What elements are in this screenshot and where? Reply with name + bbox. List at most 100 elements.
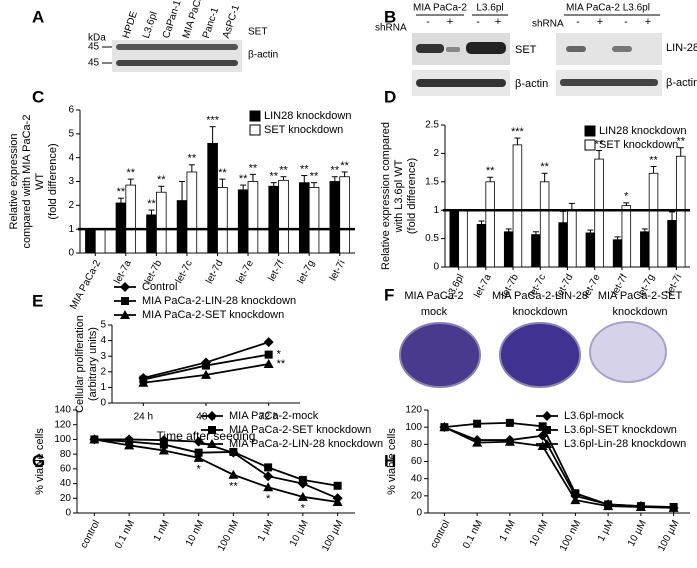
marker: [543, 426, 551, 434]
x-tick-label: 100 nM: [216, 518, 241, 553]
bar: [237, 189, 249, 254]
x-tick-label: let-7a: [472, 272, 494, 300]
y-tick-label: 3: [68, 176, 74, 187]
x-tick-label: 10 µM: [626, 518, 649, 548]
bar: [675, 155, 686, 268]
significance: **: [595, 138, 604, 150]
marker: [473, 419, 482, 428]
bar: [278, 179, 289, 254]
line: [444, 421, 674, 508]
error-bar: [560, 210, 567, 223]
significance: **: [229, 481, 238, 493]
blot-band: [116, 44, 238, 50]
plate: [499, 322, 581, 388]
x-tick-label: 10 µM: [288, 518, 311, 548]
plate-label: knockdown: [612, 306, 667, 318]
y-tick-label: 120: [54, 419, 71, 430]
lane-sign: +: [645, 16, 651, 28]
bar: [567, 209, 577, 268]
marker: [121, 297, 129, 305]
legend-label: LIN28 knockdown: [264, 110, 351, 122]
x-tick-label: let-7i: [328, 258, 348, 282]
y-tick-label: 100: [405, 422, 422, 433]
error-bar: [179, 181, 186, 201]
y-axis-label: % viable cells: [386, 428, 398, 495]
lane-sign: -: [476, 16, 480, 28]
error-bar: [301, 175, 308, 183]
marker: [228, 469, 239, 479]
y-tick-label: 2: [433, 148, 439, 159]
y-tick-label: 0: [433, 262, 439, 273]
x-tick-label: 1 nM: [152, 518, 172, 543]
bar: [186, 171, 198, 254]
y-tick-label: 80: [60, 449, 72, 460]
blot-band: [566, 46, 586, 52]
blot-band: [116, 60, 238, 66]
x-tick-label: 10 nM: [528, 518, 551, 548]
bar: [176, 200, 188, 254]
error-bar: [650, 165, 657, 174]
plate-label: MIA PaCa-2-LIN-28: [492, 290, 588, 302]
y-axis-label: (arbitrary units): [87, 327, 99, 401]
error-bar: [541, 172, 548, 182]
significance: **: [279, 165, 288, 177]
blot-band: [416, 44, 444, 53]
line: [94, 438, 338, 503]
marker: [159, 440, 168, 449]
panel-letter: A: [32, 7, 44, 26]
x-tick-label: let-7a: [112, 258, 134, 286]
error-bar: [478, 220, 485, 225]
legend-label: Control: [142, 281, 177, 293]
bar: [621, 205, 632, 268]
significance: **: [157, 174, 166, 186]
significance: **: [188, 153, 197, 165]
error-bar: [249, 173, 256, 182]
marker: [264, 350, 273, 359]
bar: [85, 228, 96, 254]
y-tick-label: 2: [68, 200, 74, 211]
x-tick-label: 1 µM: [256, 518, 276, 543]
significance: **: [126, 167, 135, 179]
bar: [485, 181, 495, 268]
error-bar: [311, 182, 318, 188]
x-tick-label: 48 h: [196, 412, 215, 423]
marker: [207, 439, 217, 448]
marker: [120, 310, 130, 319]
y-tick-label: 5: [100, 320, 106, 331]
x-tick-label: let-7d: [204, 258, 225, 285]
y-tick-label: 1: [100, 382, 106, 393]
blot-band: [416, 79, 506, 87]
significance: *: [277, 349, 282, 361]
marker: [207, 411, 217, 421]
significance: **: [310, 171, 319, 183]
band-label: LIN-28: [666, 42, 697, 54]
error-bar: [587, 229, 594, 233]
x-tick-label: 100 nM: [558, 518, 583, 553]
bar: [558, 222, 568, 268]
plate-label: MIA PaCa-2: [404, 290, 463, 302]
y-axis-label: (fold difference): [406, 158, 418, 234]
y-tick-label: 4: [100, 335, 106, 346]
error-bar: [158, 185, 165, 193]
x-tick-label: 100 µM: [320, 518, 345, 553]
error-bar: [209, 126, 216, 144]
y-tick-label: 100: [54, 434, 71, 445]
lane-label: Panc-1: [201, 6, 221, 40]
y-axis-label: WT: [34, 173, 46, 190]
legend-label: MIA PaCa-2-LIN-28 knockdown: [229, 438, 383, 450]
marker: [571, 489, 580, 498]
plate-label: knockdown: [512, 306, 567, 318]
error-bar: [487, 176, 494, 182]
x-axis-label: Time after seeding: [157, 429, 256, 443]
bar: [476, 223, 487, 268]
error-bar: [614, 236, 621, 240]
x-tick-label: MIA PaCa-2: [68, 258, 103, 311]
panel-letter: F: [384, 285, 394, 304]
lane-label: HPDE: [121, 10, 140, 40]
x-tick-label: control: [429, 518, 453, 550]
bar: [339, 176, 350, 254]
error-bar: [331, 176, 338, 182]
y-axis-label: % viable cells: [34, 428, 46, 495]
marker: [504, 436, 515, 446]
error-bar: [596, 150, 603, 160]
